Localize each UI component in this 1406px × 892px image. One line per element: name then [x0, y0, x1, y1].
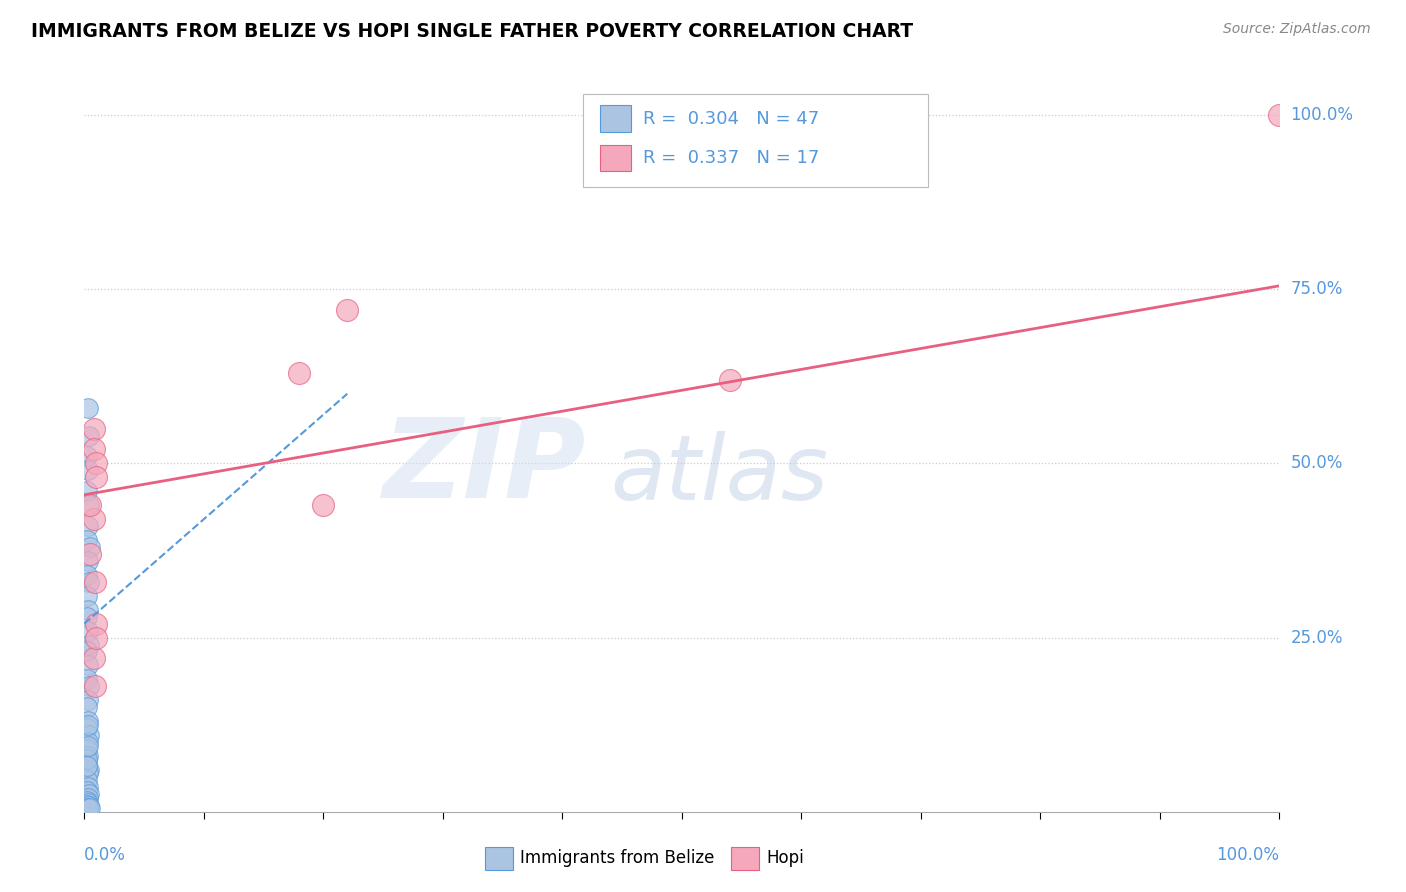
Point	[76, 484, 98, 499]
Point	[76, 742, 98, 756]
Text: Immigrants from Belize: Immigrants from Belize	[520, 849, 714, 867]
Point	[288, 366, 311, 380]
Text: 0.0%: 0.0%	[84, 847, 127, 864]
Point	[86, 470, 108, 484]
Point	[77, 638, 100, 652]
Point	[77, 463, 100, 477]
Point	[77, 498, 100, 512]
Point	[76, 589, 98, 603]
Point	[76, 773, 98, 788]
Text: Source: ZipAtlas.com: Source: ZipAtlas.com	[1223, 22, 1371, 37]
Point	[77, 790, 100, 805]
Text: 100.0%: 100.0%	[1216, 847, 1279, 864]
Point	[77, 693, 100, 707]
Point	[77, 679, 100, 693]
Point	[77, 603, 100, 617]
Point	[77, 401, 100, 415]
Point	[336, 303, 359, 318]
Point	[718, 373, 741, 387]
Point	[79, 540, 101, 554]
Point	[77, 728, 100, 742]
Point	[84, 679, 107, 693]
Text: 100.0%: 100.0%	[1291, 106, 1354, 124]
Point	[77, 766, 100, 780]
Point	[77, 787, 100, 801]
Point	[77, 749, 100, 764]
Point	[77, 800, 100, 814]
Point	[76, 567, 98, 582]
Point	[84, 574, 107, 589]
Point	[76, 644, 98, 658]
Point	[76, 533, 98, 547]
Point	[76, 759, 98, 773]
Point	[77, 574, 100, 589]
Point	[86, 631, 108, 645]
Point	[77, 799, 100, 814]
Point	[79, 498, 101, 512]
Point	[77, 739, 100, 753]
Point	[79, 801, 101, 815]
Point	[83, 421, 105, 435]
Point	[76, 609, 98, 624]
Point	[86, 616, 108, 631]
Point	[77, 714, 100, 728]
Point	[1268, 108, 1291, 122]
Point	[83, 651, 105, 665]
Point	[77, 763, 100, 777]
Point	[77, 797, 100, 811]
Text: atlas: atlas	[610, 431, 828, 519]
Point	[77, 554, 100, 568]
Point	[77, 519, 100, 533]
Point	[76, 721, 98, 735]
Point	[76, 797, 98, 812]
Point	[77, 658, 100, 673]
Text: R =  0.304   N = 47: R = 0.304 N = 47	[643, 110, 818, 128]
Text: R =  0.337   N = 17: R = 0.337 N = 17	[643, 149, 818, 167]
Point	[77, 624, 100, 638]
Point	[76, 700, 98, 714]
Point	[76, 784, 98, 798]
Point	[77, 428, 100, 442]
Text: Hopi: Hopi	[766, 849, 804, 867]
Point	[76, 756, 98, 770]
Point	[77, 780, 100, 795]
Point	[86, 457, 108, 471]
Text: 25.0%: 25.0%	[1291, 629, 1343, 647]
Point	[77, 735, 100, 749]
Text: 50.0%: 50.0%	[1291, 454, 1343, 473]
Point	[76, 450, 98, 464]
Point	[312, 498, 335, 512]
Point	[76, 794, 98, 808]
Point	[79, 547, 101, 561]
Point	[83, 442, 105, 457]
Point	[83, 512, 105, 526]
Point	[77, 717, 100, 731]
Point	[76, 673, 98, 687]
Text: IMMIGRANTS FROM BELIZE VS HOPI SINGLE FATHER POVERTY CORRELATION CHART: IMMIGRANTS FROM BELIZE VS HOPI SINGLE FA…	[31, 22, 912, 41]
Text: ZIP: ZIP	[382, 415, 586, 522]
Text: 75.0%: 75.0%	[1291, 280, 1343, 298]
Point	[76, 752, 98, 766]
